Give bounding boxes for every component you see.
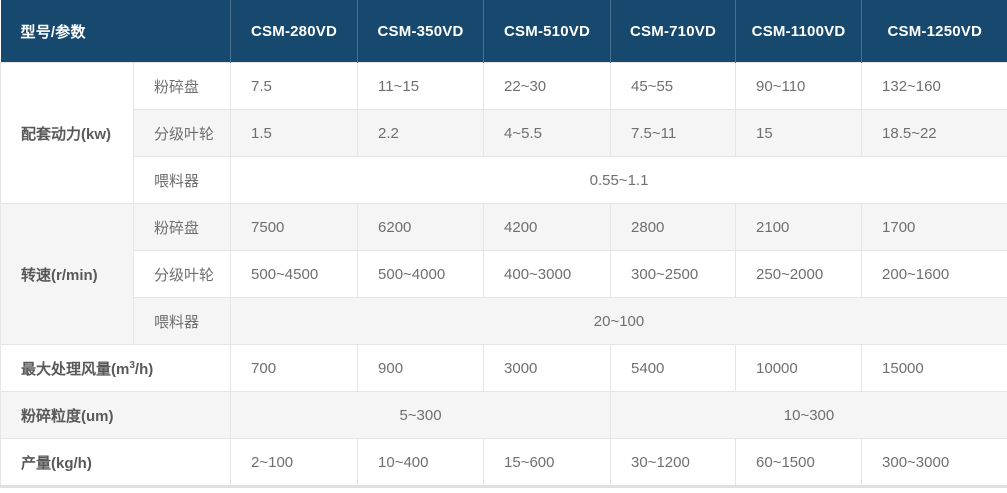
table-row-power-disc: 配套动力(kw) 粉碎盘 7.5 11~15 22~30 45~55 90~11…	[0, 62, 1007, 204]
row-label-fineness: 粉碎粒度(um)	[0, 391, 232, 439]
value-cell: 5400	[610, 344, 737, 392]
value-cell: 3000	[483, 344, 612, 392]
value-cell: 500~4500	[230, 250, 359, 298]
value-cell: 400~3000	[483, 250, 612, 298]
table-row-fineness: 粉碎粒度(um) 5~300 10~300	[0, 391, 1007, 439]
sub-label-disc: 粉碎盘	[132, 203, 232, 251]
value-cell: 15000	[861, 344, 1007, 392]
table-row-speed-classifier: 分级叶轮 500~4500 500~4000 400~3000 300~2500…	[1, 250, 1007, 298]
value-cell: 11~15	[357, 62, 485, 110]
table-row-power-classifier: 分级叶轮 1.5 2.2 4~5.5 7.5~11 15 18.5~22	[1, 109, 1007, 157]
value-cell: 500~4000	[357, 250, 485, 298]
merged-value-cell: 10~300	[610, 391, 1007, 439]
value-cell: 200~1600	[861, 250, 1007, 298]
value-cell: 7.5	[230, 62, 359, 110]
value-cell: 15~600	[483, 438, 612, 487]
sub-label-feeder: 喂料器	[132, 156, 232, 204]
value-cell: 30~1200	[610, 438, 737, 487]
value-cell: 22~30	[483, 62, 612, 110]
table-row-speed-feeder: 喂料器 20~100	[1, 297, 1007, 345]
header-model-csm-710vd: CSM-710VD	[610, 0, 736, 63]
table-row-power-feeder: 喂料器 0.55~1.1	[1, 156, 1007, 204]
value-cell: 2100	[735, 203, 863, 251]
value-cell: 2~100	[230, 438, 359, 487]
header-model-csm-280vd: CSM-280VD	[230, 0, 358, 63]
value-cell: 250~2000	[735, 250, 863, 298]
row-label-output: 产量(kg/h)	[0, 438, 232, 487]
airflow-label-sup: 3	[129, 359, 135, 371]
value-cell: 1.5	[230, 109, 359, 157]
airflow-label-text: 最大处理风量(m	[21, 360, 130, 378]
value-cell: 7.5~11	[610, 109, 737, 157]
group-label-speed: 转速(r/min)	[0, 203, 134, 345]
value-cell: 10000	[735, 344, 863, 392]
value-cell: 132~160	[861, 62, 1007, 110]
header-model-csm-350vd: CSM-350VD	[357, 0, 484, 63]
merged-value-cell: 0.55~1.1	[230, 156, 1007, 204]
header-model-csm-1100vd: CSM-1100VD	[735, 0, 862, 63]
table-row-speed-disc: 转速(r/min) 粉碎盘 7500 6200 4200 2800 2100 1…	[0, 203, 1007, 345]
row-label-airflow: 最大处理风量(m3/h)	[0, 344, 232, 392]
value-cell: 4200	[483, 203, 612, 251]
value-cell: 2.2	[357, 109, 485, 157]
value-cell: 300~3000	[861, 438, 1007, 487]
value-cell: 90~110	[735, 62, 863, 110]
sub-label-classifier: 分级叶轮	[132, 109, 232, 157]
merged-value-cell: 20~100	[230, 297, 1007, 345]
group-label-power: 配套动力(kw)	[0, 62, 134, 204]
table-row-airflow: 最大处理风量(m3/h) 700 900 3000 5400 10000 150…	[0, 344, 1007, 392]
merged-value-cell: 5~300	[230, 391, 612, 439]
airflow-label-suffix: /h)	[134, 360, 154, 378]
header-param-label: 型号/参数	[0, 0, 231, 63]
value-cell: 300~2500	[610, 250, 737, 298]
value-cell: 1700	[861, 203, 1007, 251]
value-cell: 7500	[230, 203, 359, 251]
header-row: 型号/参数 CSM-280VD CSM-350VD CSM-510VD CSM-…	[0, 0, 1007, 63]
value-cell: 18.5~22	[861, 109, 1007, 157]
header-model-csm-510vd: CSM-510VD	[483, 0, 611, 63]
value-cell: 60~1500	[735, 438, 863, 487]
sub-label-classifier: 分级叶轮	[132, 250, 232, 298]
value-cell: 900	[357, 344, 485, 392]
table-row-output: 产量(kg/h) 2~100 10~400 15~600 30~1200 60~…	[0, 438, 1007, 487]
value-cell: 2800	[610, 203, 737, 251]
value-cell: 700	[230, 344, 359, 392]
value-cell: 45~55	[610, 62, 737, 110]
value-cell: 6200	[357, 203, 485, 251]
sub-label-feeder: 喂料器	[132, 297, 232, 345]
header-model-csm-1250vd: CSM-1250VD	[861, 0, 1007, 63]
sub-label-disc: 粉碎盘	[132, 62, 232, 110]
value-cell: 10~400	[357, 438, 485, 487]
value-cell: 15	[735, 109, 863, 157]
value-cell: 4~5.5	[483, 109, 612, 157]
